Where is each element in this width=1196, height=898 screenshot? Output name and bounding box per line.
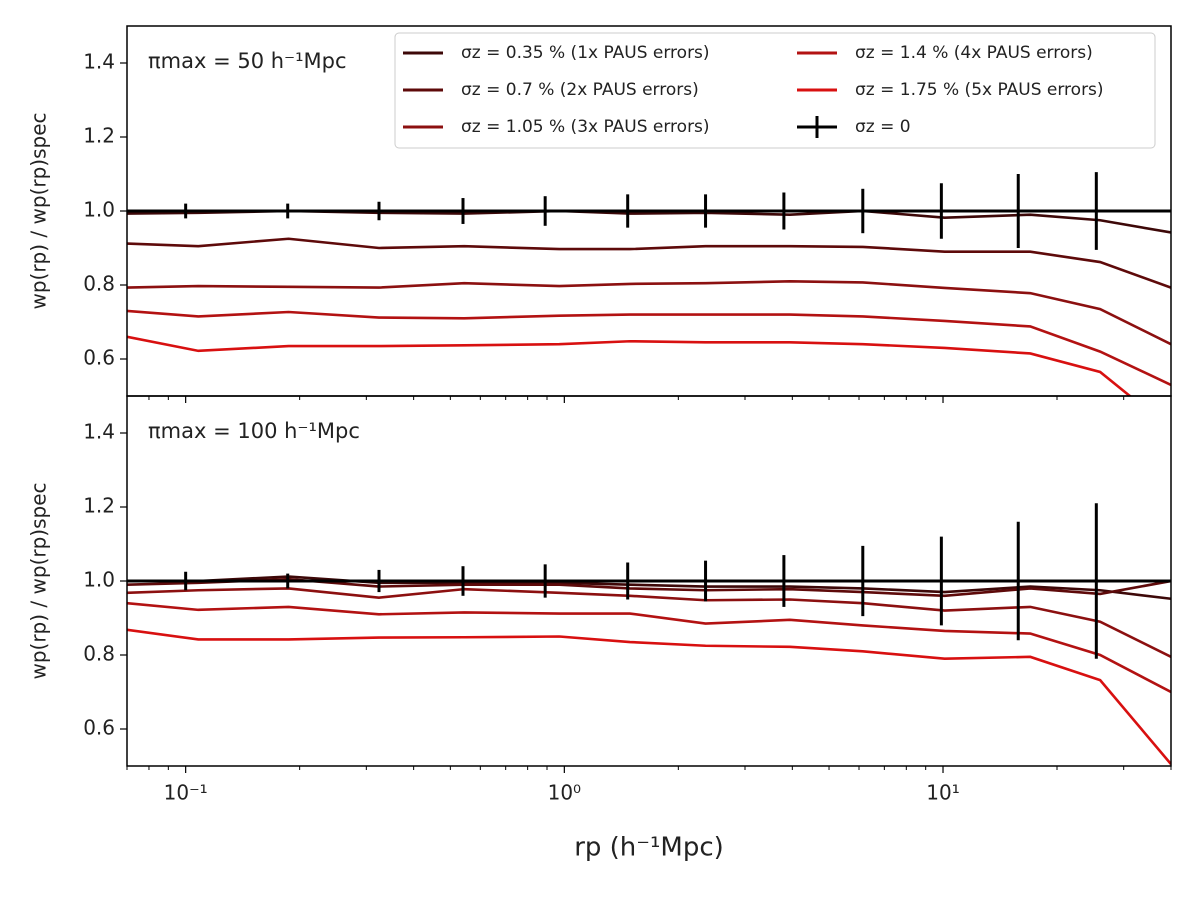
series-line (127, 335, 1132, 396)
y-tick-label: 0.6 (83, 716, 115, 740)
y-tick-label: 1.4 (83, 420, 115, 444)
annotation: πmax = 50 h⁻¹Mpc (148, 49, 347, 73)
legend-label: σz = 1.4 % (4x PAUS errors) (855, 43, 1093, 63)
series-line (127, 628, 1171, 765)
plot-area (127, 172, 1171, 396)
y-tick-label: 1.4 (83, 50, 115, 74)
series-line (127, 309, 1171, 387)
series-line (127, 237, 1171, 289)
y-tick-label: 1.0 (83, 568, 115, 592)
series-line (127, 209, 1171, 234)
y-tick-label: 0.8 (83, 642, 115, 666)
y-tick-label: 1.0 (83, 198, 115, 222)
x-tick-label: 10⁻¹ (164, 781, 208, 805)
legend-box (394, 32, 1156, 149)
series-line (127, 575, 1171, 601)
y-tick-label: 0.6 (83, 346, 115, 370)
y-axis-label: wp(rp) / wp(rp)spec (27, 482, 51, 679)
x-tick-label: 10⁰ (548, 781, 581, 805)
y-axis-label: wp(rp) / wp(rp)spec (27, 112, 51, 309)
legend-label: σz = 0.7 % (2x PAUS errors) (461, 80, 699, 100)
series-line (127, 601, 1171, 694)
legend-label: σz = 1.05 % (3x PAUS errors) (461, 117, 710, 137)
legend-label: σz = 1.75 % (5x PAUS errors) (855, 80, 1104, 100)
annotation: πmax = 100 h⁻¹Mpc (148, 419, 360, 443)
y-tick-label: 0.8 (83, 272, 115, 296)
series-line (127, 587, 1171, 659)
x-tick-label: 10¹ (926, 781, 959, 805)
plot-area (127, 503, 1171, 765)
legend-label: σz = 0 (855, 117, 911, 137)
series-line (127, 279, 1171, 346)
x-axis-label: rp (h⁻¹Mpc) (574, 833, 724, 863)
y-tick-label: 1.2 (83, 124, 115, 148)
legend-label: σz = 0.35 % (1x PAUS errors) (461, 43, 710, 63)
y-tick-label: 1.2 (83, 494, 115, 518)
